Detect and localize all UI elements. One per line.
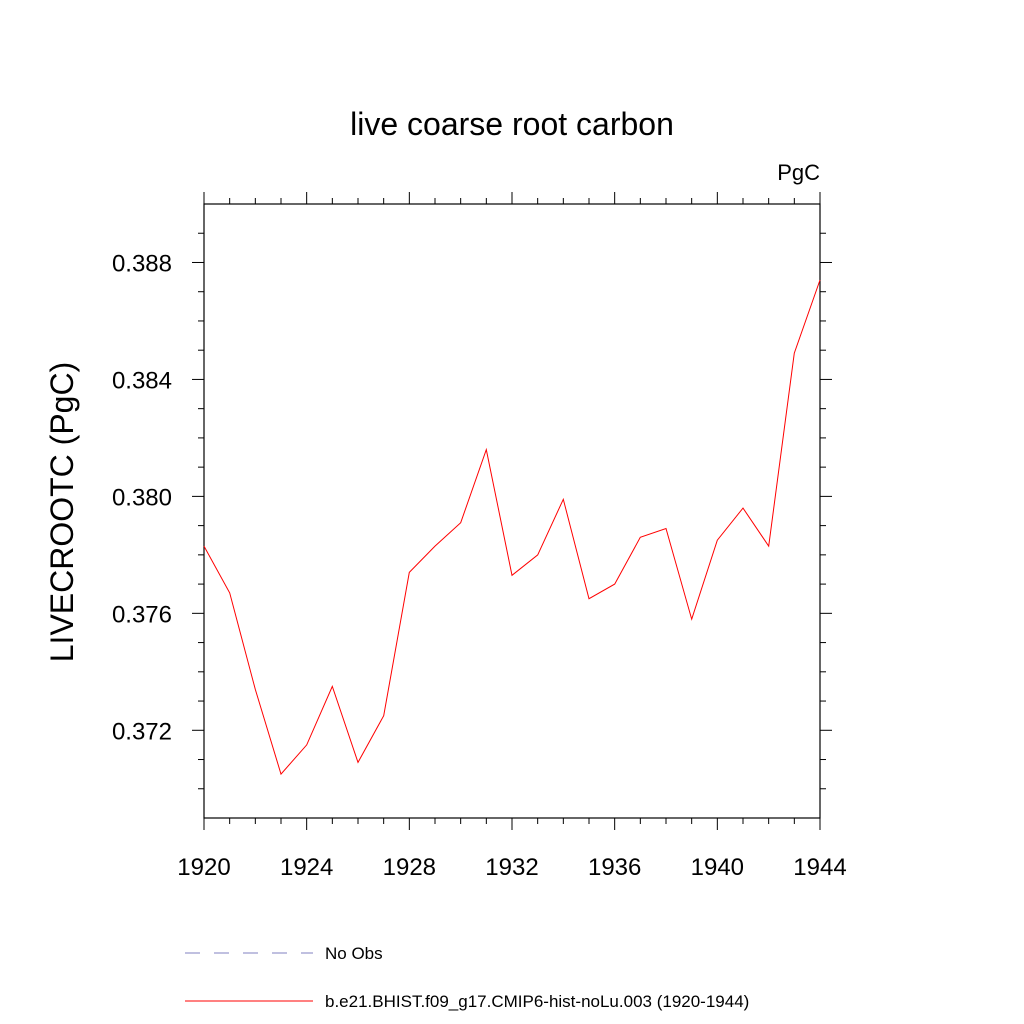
x-tick-label: 1920 xyxy=(177,854,230,881)
series-layer xyxy=(203,279,821,776)
y-tick-label: 0.380 xyxy=(112,484,172,511)
plot-frame xyxy=(203,203,821,819)
legend-label-no-obs: No Obs xyxy=(325,944,383,963)
axis-ticks xyxy=(192,192,832,830)
y-tick-label: 0.372 xyxy=(112,718,172,745)
x-tick-label: 1932 xyxy=(485,854,538,881)
y-tick-label: 0.376 xyxy=(112,601,172,628)
x-tick-label: 1928 xyxy=(383,854,436,881)
x-tick-label: 1944 xyxy=(793,854,846,881)
chart-title: live coarse root carbon xyxy=(350,106,674,142)
legend: No Obs b.e21.BHIST.f09_g17.CMIP6-hist-no… xyxy=(185,944,749,1011)
y-axis-label: LIVECROOTC (PgC) xyxy=(44,362,80,662)
x-tick-labels: 1920 1924 1928 1932 1936 1940 1944 xyxy=(177,854,846,881)
x-tick-label: 1936 xyxy=(588,854,641,881)
y-tick-label: 0.388 xyxy=(112,250,172,277)
x-tick-label: 1940 xyxy=(691,854,744,881)
y-tick-label: 0.384 xyxy=(112,367,172,394)
x-tick-label: 1924 xyxy=(280,854,333,881)
series-line xyxy=(203,279,821,776)
y-tick-labels: 0.372 0.376 0.380 0.384 0.388 xyxy=(112,250,172,745)
units-label: PgC xyxy=(777,160,820,185)
legend-label-model: b.e21.BHIST.f09_g17.CMIP6-hist-noLu.003 … xyxy=(325,992,749,1011)
